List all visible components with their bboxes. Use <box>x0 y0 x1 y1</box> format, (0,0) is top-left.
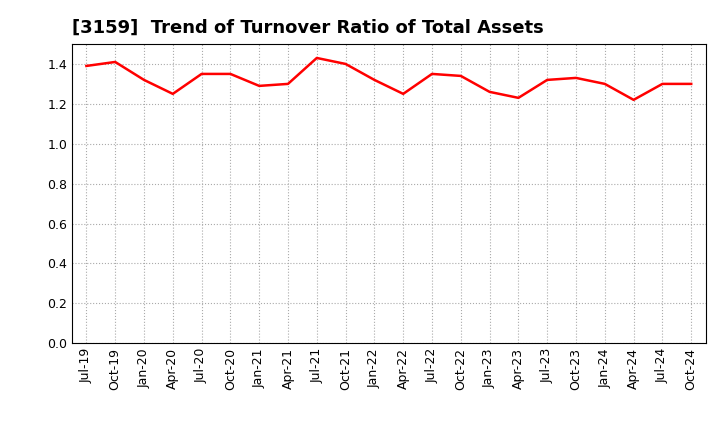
Text: [3159]  Trend of Turnover Ratio of Total Assets: [3159] Trend of Turnover Ratio of Total … <box>72 19 544 37</box>
